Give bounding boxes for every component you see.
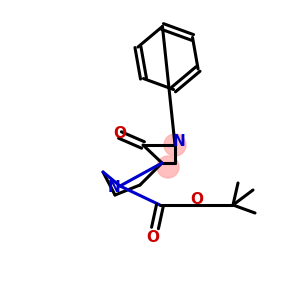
Text: O: O xyxy=(113,125,127,140)
Text: O: O xyxy=(190,193,203,208)
Circle shape xyxy=(157,156,179,178)
Text: N: N xyxy=(108,181,120,196)
Circle shape xyxy=(164,134,186,156)
Text: O: O xyxy=(146,230,160,244)
Text: N: N xyxy=(172,134,185,148)
